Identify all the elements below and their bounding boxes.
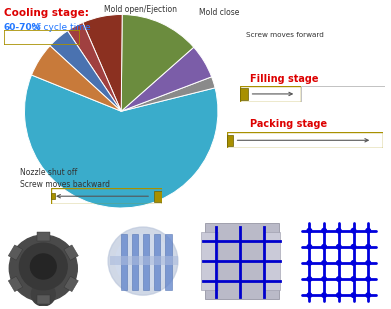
Circle shape bbox=[351, 293, 356, 297]
Bar bbox=[264, 232, 280, 290]
Circle shape bbox=[307, 228, 312, 233]
Wedge shape bbox=[50, 31, 121, 111]
Bar bbox=[154, 191, 162, 201]
Bar bbox=[227, 135, 233, 146]
Text: Packing stage: Packing stage bbox=[250, 119, 327, 129]
Bar bbox=[110, 256, 178, 265]
Text: Mold open/Ejection: Mold open/Ejection bbox=[104, 5, 177, 14]
Circle shape bbox=[366, 261, 371, 265]
Circle shape bbox=[351, 261, 356, 265]
Circle shape bbox=[20, 243, 67, 290]
Bar bbox=[143, 234, 149, 290]
Wedge shape bbox=[68, 23, 121, 111]
Circle shape bbox=[366, 228, 371, 233]
Circle shape bbox=[322, 293, 326, 297]
Circle shape bbox=[307, 261, 312, 265]
Bar bbox=[8, 276, 23, 292]
Circle shape bbox=[108, 227, 178, 295]
Circle shape bbox=[322, 228, 326, 233]
Wedge shape bbox=[121, 77, 215, 111]
Circle shape bbox=[366, 244, 371, 249]
Text: Screw moves forward: Screw moves forward bbox=[246, 32, 324, 38]
Bar bbox=[240, 88, 248, 99]
Bar bbox=[121, 234, 127, 290]
Circle shape bbox=[115, 234, 170, 288]
Circle shape bbox=[322, 261, 326, 265]
Bar bbox=[37, 232, 50, 241]
Circle shape bbox=[337, 277, 341, 281]
Circle shape bbox=[351, 244, 356, 249]
Text: 60-70%: 60-70% bbox=[4, 23, 41, 32]
Circle shape bbox=[307, 277, 312, 281]
Bar bbox=[165, 234, 172, 290]
Wedge shape bbox=[121, 15, 194, 111]
Circle shape bbox=[351, 228, 356, 233]
Bar bbox=[205, 223, 279, 299]
Circle shape bbox=[351, 277, 356, 281]
Circle shape bbox=[366, 277, 371, 281]
Circle shape bbox=[322, 244, 326, 249]
Circle shape bbox=[31, 283, 55, 306]
Text: Filling stage: Filling stage bbox=[250, 74, 319, 84]
Circle shape bbox=[337, 228, 341, 233]
Circle shape bbox=[337, 293, 341, 297]
Circle shape bbox=[337, 261, 341, 265]
Circle shape bbox=[366, 293, 371, 297]
Wedge shape bbox=[32, 46, 121, 111]
Circle shape bbox=[307, 293, 312, 297]
Circle shape bbox=[337, 244, 341, 249]
Text: of cycle time: of cycle time bbox=[29, 23, 90, 32]
Bar bbox=[37, 295, 50, 304]
Bar bbox=[132, 234, 138, 290]
Bar bbox=[8, 245, 23, 260]
Bar bbox=[51, 193, 55, 199]
Circle shape bbox=[30, 254, 56, 279]
Text: Screw moves backward: Screw moves backward bbox=[20, 180, 109, 189]
Text: Cooling stage:: Cooling stage: bbox=[4, 8, 89, 18]
Bar bbox=[201, 232, 218, 290]
Text: Mold close: Mold close bbox=[199, 8, 239, 17]
Bar bbox=[154, 234, 160, 290]
Wedge shape bbox=[121, 47, 212, 111]
Bar bbox=[64, 276, 78, 292]
Wedge shape bbox=[25, 75, 218, 208]
Circle shape bbox=[9, 235, 77, 302]
Text: Nozzle shut off: Nozzle shut off bbox=[20, 168, 77, 177]
Bar bbox=[64, 245, 78, 260]
Circle shape bbox=[322, 277, 326, 281]
Wedge shape bbox=[83, 15, 122, 111]
Circle shape bbox=[307, 244, 312, 249]
